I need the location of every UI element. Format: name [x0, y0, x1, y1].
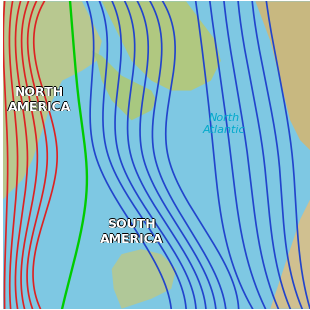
Text: SOUTH
AMERICA: SOUTH AMERICA: [100, 218, 163, 246]
Text: North
Atlantic: North Atlantic: [203, 113, 245, 135]
Text: NORTH
AMERICA: NORTH AMERICA: [8, 85, 71, 113]
Polygon shape: [3, 1, 102, 309]
Text: NORTH
AMERICA: NORTH AMERICA: [8, 86, 72, 114]
Text: NORTH
AMERICA: NORTH AMERICA: [8, 86, 71, 114]
Polygon shape: [112, 249, 176, 309]
Polygon shape: [255, 1, 310, 150]
Polygon shape: [270, 200, 310, 309]
Text: NORTH
AMERICA: NORTH AMERICA: [8, 86, 71, 114]
Polygon shape: [92, 51, 156, 120]
Text: NORTH
AMERICA: NORTH AMERICA: [7, 86, 71, 114]
Text: SOUTH
AMERICA: SOUTH AMERICA: [100, 217, 163, 245]
Text: SOUTH
AMERICA: SOUTH AMERICA: [100, 218, 164, 246]
Text: SOUTH
AMERICA: SOUTH AMERICA: [100, 218, 163, 246]
Polygon shape: [102, 1, 221, 91]
Text: SOUTH
AMERICA: SOUTH AMERICA: [100, 218, 163, 246]
